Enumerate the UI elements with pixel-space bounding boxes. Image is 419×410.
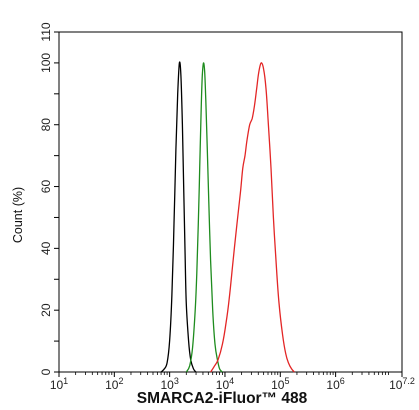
y-tick-label: 20 (39, 303, 53, 317)
y-axis-title: Count (%) (11, 187, 25, 243)
histogram-series-3 (210, 62, 295, 373)
plot-frame (58, 31, 403, 373)
y-tick-label: 40 (39, 241, 53, 255)
x-tick-label: 106 (326, 376, 344, 392)
histogram-series-1 (160, 61, 197, 373)
y-tick-label: 110 (39, 22, 53, 41)
x-tick-label: 104 (216, 376, 234, 392)
x-tick-label: 105 (271, 376, 289, 392)
y-tick-label: 60 (39, 180, 53, 194)
x-tick-label: 101 (50, 376, 68, 392)
y-tick-label: 80 (39, 118, 53, 132)
histogram-series-2 (185, 62, 223, 373)
y-tick-label: 100 (39, 53, 53, 73)
x-tick-label: 107.2 (389, 376, 415, 392)
x-axis-title: SMARCA2-iFluor™ 488 (137, 390, 308, 407)
y-tick-label: 0 (39, 368, 53, 375)
x-tick-label: 102 (105, 376, 123, 392)
x-tick-label: 103 (160, 376, 178, 392)
